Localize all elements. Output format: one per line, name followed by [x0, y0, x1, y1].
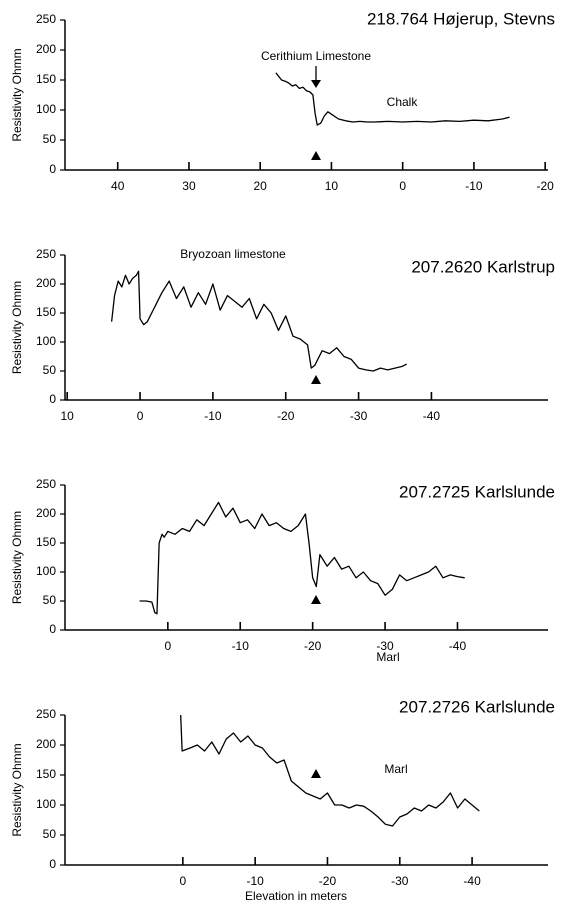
- x-tick-label: 0: [399, 179, 406, 193]
- chart-title: 207.2620 Karlstrup: [411, 257, 555, 276]
- annotation: Marl: [384, 762, 407, 776]
- chart-title: 207.2726 Karlslunde: [399, 697, 555, 716]
- y-axis-label: Resistivity Ohmm: [10, 511, 24, 604]
- data-line: [110, 270, 407, 372]
- x-tick-label: -30: [376, 639, 394, 653]
- x-tick-label: -10: [465, 179, 483, 193]
- marker: [311, 375, 321, 384]
- y-tick-label: 100: [36, 797, 56, 811]
- x-tick-label: -40: [463, 874, 481, 888]
- y-tick-label: 0: [49, 392, 56, 406]
- annotation: Cerithium Limestone: [261, 49, 371, 63]
- chart-title: 207.2725 Karlslunde: [399, 482, 555, 501]
- y-tick-label: 0: [49, 162, 56, 176]
- x-tick-label: -20: [277, 409, 295, 423]
- y-tick-label: 250: [36, 12, 56, 26]
- annotation: Marl: [376, 650, 399, 664]
- x-tick-label: -10: [232, 639, 250, 653]
- y-tick-label: 50: [43, 363, 57, 377]
- x-tick-label: 20: [254, 179, 268, 193]
- data-line: [275, 72, 510, 126]
- x-tick-label: 0: [164, 639, 171, 653]
- y-tick-label: 100: [36, 102, 56, 116]
- x-tick-label: -30: [391, 874, 409, 888]
- x-tick-label: -40: [423, 409, 441, 423]
- x-tick-label: -40: [449, 639, 467, 653]
- x-axis-label: Elevation in meters: [245, 889, 347, 903]
- y-tick-label: 50: [43, 593, 57, 607]
- x-tick-label: -20: [319, 874, 337, 888]
- marker: [311, 151, 321, 160]
- y-tick-label: 250: [36, 477, 56, 491]
- y-tick-label: 150: [36, 535, 56, 549]
- y-tick-label: 200: [36, 276, 56, 290]
- y-tick-label: 0: [49, 622, 56, 636]
- x-tick-label: 30: [182, 179, 196, 193]
- y-tick-label: 200: [36, 737, 56, 751]
- y-tick-label: 50: [43, 827, 57, 841]
- y-axis-label: Resistivity Ohmm: [10, 743, 24, 836]
- x-tick-label: 10: [325, 179, 339, 193]
- y-tick-label: 200: [36, 42, 56, 56]
- y-tick-label: 100: [36, 564, 56, 578]
- x-tick-label: -10: [246, 874, 264, 888]
- x-tick-label: 10: [61, 409, 75, 423]
- data-line: [180, 714, 480, 827]
- annotation: Bryozoan limestone: [180, 247, 286, 261]
- data-line: [139, 501, 465, 615]
- y-axis-label: Resistivity Ohmm: [10, 281, 24, 374]
- x-tick-label: 0: [137, 409, 144, 423]
- y-tick-label: 150: [36, 767, 56, 781]
- y-tick-label: 200: [36, 506, 56, 520]
- marker: [311, 595, 321, 604]
- annotation: Chalk: [387, 95, 419, 109]
- y-tick-label: 150: [36, 72, 56, 86]
- x-tick-label: 40: [111, 179, 125, 193]
- arrow-head: [311, 80, 321, 88]
- y-tick-label: 0: [49, 857, 56, 871]
- marker: [311, 769, 321, 778]
- x-tick-label: -10: [204, 409, 222, 423]
- y-tick-label: 150: [36, 305, 56, 319]
- chart-title: 218.764 Højerup, Stevns: [367, 9, 555, 28]
- x-tick-label: -30: [350, 409, 368, 423]
- y-tick-label: 250: [36, 707, 56, 721]
- y-axis-label: Resistivity Ohmm: [10, 48, 24, 141]
- x-tick-label: 0: [180, 874, 187, 888]
- x-tick-label: -20: [536, 179, 554, 193]
- y-tick-label: 100: [36, 334, 56, 348]
- y-tick-label: 50: [43, 132, 57, 146]
- x-tick-label: -20: [304, 639, 322, 653]
- y-tick-label: 250: [36, 247, 56, 261]
